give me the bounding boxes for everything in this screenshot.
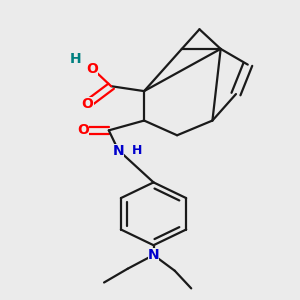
Text: H: H bbox=[70, 52, 82, 66]
Text: H: H bbox=[132, 145, 142, 158]
Text: N: N bbox=[148, 248, 159, 262]
Text: O: O bbox=[86, 61, 98, 76]
Text: N: N bbox=[112, 144, 124, 158]
Text: O: O bbox=[77, 123, 89, 137]
Text: O: O bbox=[82, 97, 94, 111]
